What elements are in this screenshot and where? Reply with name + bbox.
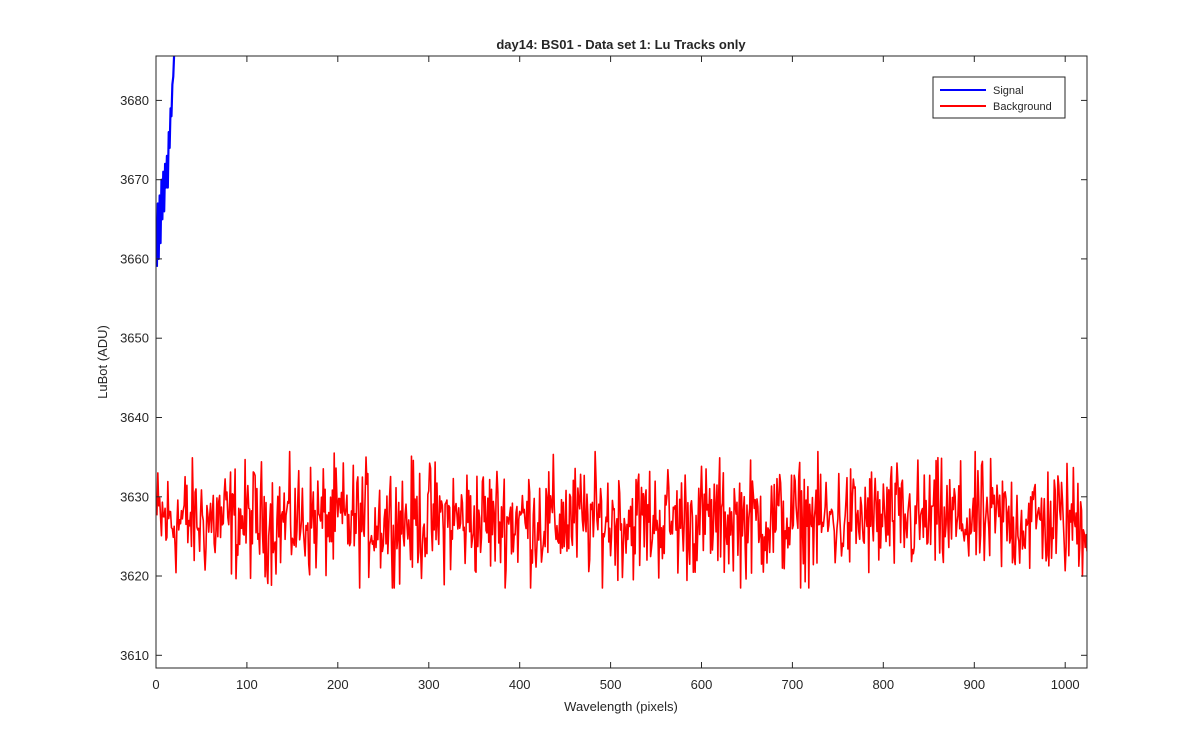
- series-background-line: [156, 450, 1087, 589]
- y-tick-label: 3610: [120, 648, 149, 663]
- y-tick-label: 3650: [120, 331, 149, 346]
- y-tick-label: 3640: [120, 410, 149, 425]
- x-axis-ticks: 0 100 200 300 400 500 600 700 800 900 1000: [152, 56, 1080, 692]
- x-tick-label: 0: [152, 677, 159, 692]
- x-tick-label: 700: [782, 677, 804, 692]
- chart-title: day14: BS01 - Data set 1: Lu Tracks only: [496, 37, 746, 52]
- x-axis-label: Wavelength (pixels): [564, 699, 678, 714]
- legend-label-signal: Signal: [993, 85, 1024, 97]
- legend-box: [932, 76, 1066, 119]
- y-tick-label: 3680: [120, 93, 149, 108]
- y-tick-label: 3660: [120, 251, 149, 266]
- x-tick-label: 500: [600, 677, 622, 692]
- legend: Signal Background: [932, 76, 1066, 119]
- x-tick-label: 300: [418, 677, 440, 692]
- x-tick-label: 100: [236, 677, 258, 692]
- plot-area: [156, 56, 1087, 668]
- axes-box: [155, 55, 1088, 669]
- y-axis-label: LuBot (ADU): [95, 325, 110, 399]
- x-tick-label: 200: [327, 677, 349, 692]
- series-layer: [156, 56, 1087, 589]
- y-axis-ticks: 3610 3620 3630 3640 3650 3660 3670 3680: [120, 93, 1087, 663]
- series-signal-line: [156, 56, 176, 267]
- x-tick-label: 800: [872, 677, 894, 692]
- x-tick-label: 900: [963, 677, 985, 692]
- y-tick-label: 3670: [120, 172, 149, 187]
- y-tick-label: 3620: [120, 569, 149, 584]
- legend-label-background: Background: [993, 101, 1052, 113]
- y-tick-label: 3630: [120, 489, 149, 504]
- x-tick-label: 600: [691, 677, 713, 692]
- x-tick-label: 400: [509, 677, 531, 692]
- x-tick-label: 1000: [1051, 677, 1080, 692]
